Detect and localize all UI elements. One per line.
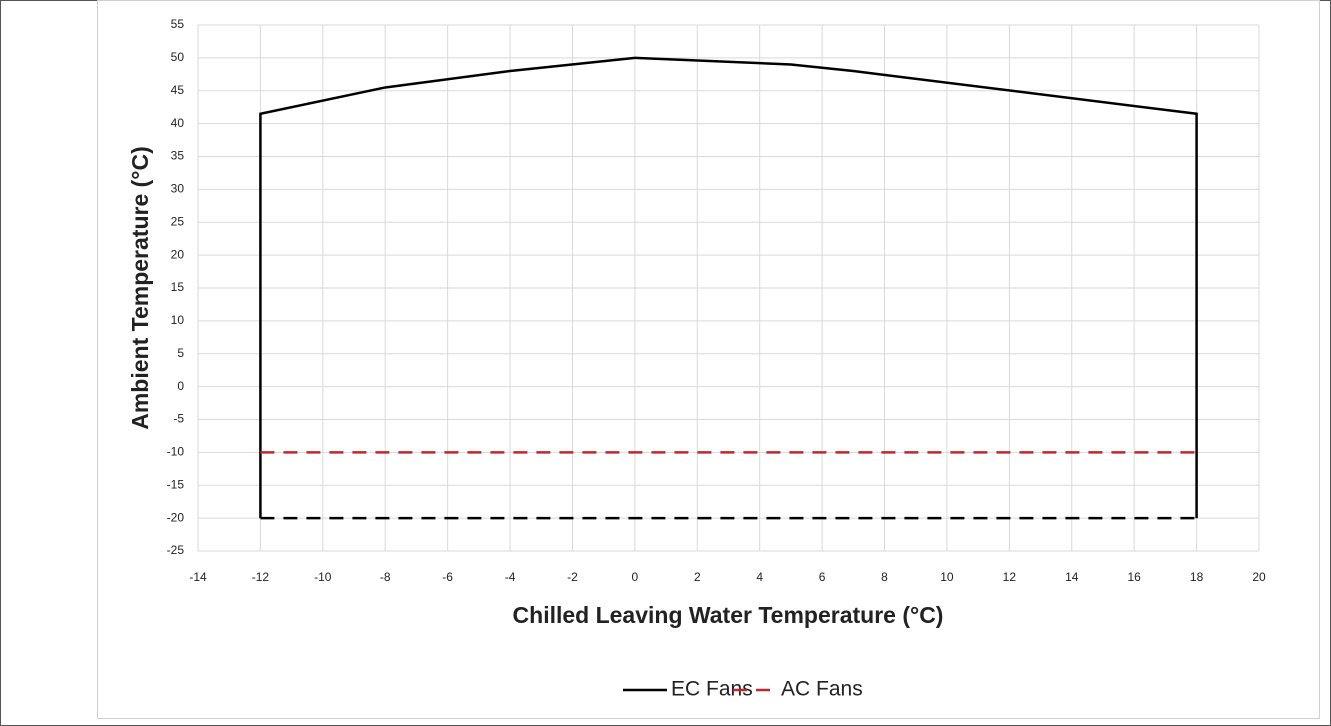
x-tick-label: 2 bbox=[694, 570, 701, 584]
y-tick-label: 10 bbox=[171, 313, 185, 327]
y-tick-label: 15 bbox=[171, 280, 185, 294]
series-line bbox=[259, 56, 1198, 519]
y-axis-label: Ambient Temperature (°C) bbox=[127, 146, 153, 430]
y-tick-label: 35 bbox=[171, 149, 185, 163]
legend-label: EC Fans bbox=[671, 678, 753, 701]
y-tick-label: 25 bbox=[171, 214, 185, 228]
x-tick-label: -14 bbox=[189, 570, 207, 584]
y-tick-label: 30 bbox=[171, 182, 185, 196]
x-tick-label: 10 bbox=[940, 570, 954, 584]
x-tick-label: -4 bbox=[505, 570, 516, 584]
y-tick-label: -5 bbox=[173, 412, 184, 426]
y-tick-label: -20 bbox=[167, 510, 185, 524]
y-tick-label: 40 bbox=[171, 116, 185, 130]
legend-label: AC Fans bbox=[781, 678, 863, 701]
y-tick-label: 50 bbox=[171, 50, 185, 64]
x-tick-label: 12 bbox=[1003, 570, 1017, 584]
x-tick-label: -6 bbox=[442, 570, 453, 584]
x-tick-label: 6 bbox=[819, 570, 826, 584]
y-tick-label: -10 bbox=[167, 445, 185, 459]
y-tick-label: 5 bbox=[177, 346, 184, 360]
y-tick-label: 0 bbox=[177, 379, 184, 393]
x-tick-label: 20 bbox=[1252, 570, 1266, 584]
y-tick-label: 20 bbox=[171, 247, 185, 261]
x-tick-label: 4 bbox=[756, 570, 763, 584]
x-tick-label: -2 bbox=[567, 570, 578, 584]
y-tick-label: 45 bbox=[171, 83, 185, 97]
x-tick-label: 16 bbox=[1127, 570, 1141, 584]
x-tick-label: 14 bbox=[1065, 570, 1079, 584]
x-tick-label: -12 bbox=[252, 570, 270, 584]
x-tick-label: 8 bbox=[881, 570, 888, 584]
y-tick-label: -25 bbox=[167, 543, 185, 557]
x-tick-label: 0 bbox=[632, 570, 639, 584]
x-tick-label: 18 bbox=[1190, 570, 1204, 584]
y-tick-label: 55 bbox=[171, 17, 185, 31]
x-tick-label: -10 bbox=[314, 570, 332, 584]
chart-frame bbox=[97, 0, 1320, 719]
x-tick-label: -8 bbox=[380, 570, 391, 584]
y-tick-label: -15 bbox=[167, 477, 185, 491]
x-axis-label: Chilled Leaving Water Temperature (°C) bbox=[513, 602, 944, 628]
